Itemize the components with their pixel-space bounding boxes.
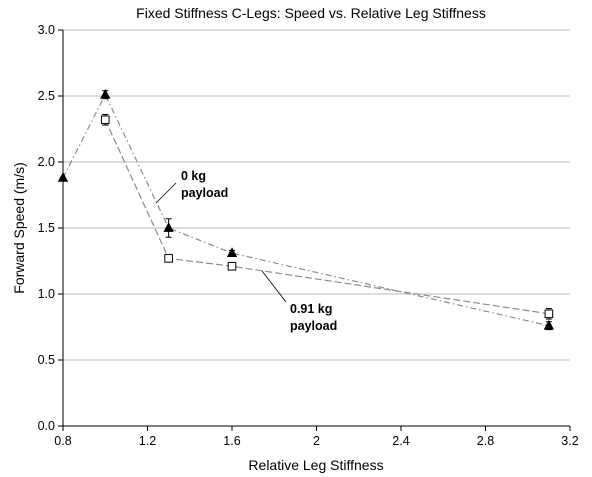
x-tick-label: 2.8 [477,434,494,448]
annotation-0kg-line1: 0 kg [181,169,206,183]
chart-title: Fixed Stiffness C-Legs: Speed vs. Relati… [136,5,486,21]
series-1-point [227,261,237,271]
series-0-point [226,247,238,257]
series-1-line [104,119,549,315]
axes [58,29,571,431]
y-tick-label: 2.5 [38,89,55,103]
annotation-0kg: 0 kg payload [155,169,228,204]
series-1-point [164,254,173,263]
y-tick-label: 3.0 [38,23,55,37]
y-tick-label: 1.0 [38,287,55,301]
series-layer [57,88,555,331]
x-axis-label: Relative Leg Stiffness [248,457,383,473]
annotation-091kg-line1: 0.91 kg [290,302,332,316]
annotation-0kg-line2: payload [181,186,228,200]
y-tick-label: 2.0 [38,155,55,169]
series-0-point [543,319,555,330]
series-1-point [100,115,110,125]
grid-lines [63,29,570,361]
annotation-091kg-leader [261,270,287,303]
series-0-line [62,93,550,327]
series-0-point [100,88,111,99]
y-tick-label: 1.5 [38,221,55,235]
x-tick-label: 1.2 [139,434,156,448]
y-tick-label: 0.0 [38,419,55,433]
annotation-091kg: 0.91 kg payload [261,270,337,333]
series-0-point [163,222,174,232]
series-1-point [544,309,554,319]
tick-labels: 0.0 0.5 1.0 1.5 2.0 2.5 3.0 0.8 1.2 1.6 2 2.4 2.8 3.2 [38,23,579,448]
annotation-091kg-line2: payload [290,319,337,333]
x-tick-label: 0.8 [54,434,71,448]
y-axis-label: Forward Speed (m/s) [11,162,27,293]
x-tick-label: 2 [313,434,320,448]
annotation-0kg-leader [155,182,177,204]
x-tick-label: 1.6 [223,434,240,448]
y-tick-label: 0.5 [38,353,55,367]
x-tick-label: 2.4 [392,434,409,448]
x-tick-label: 3.2 [561,434,578,448]
